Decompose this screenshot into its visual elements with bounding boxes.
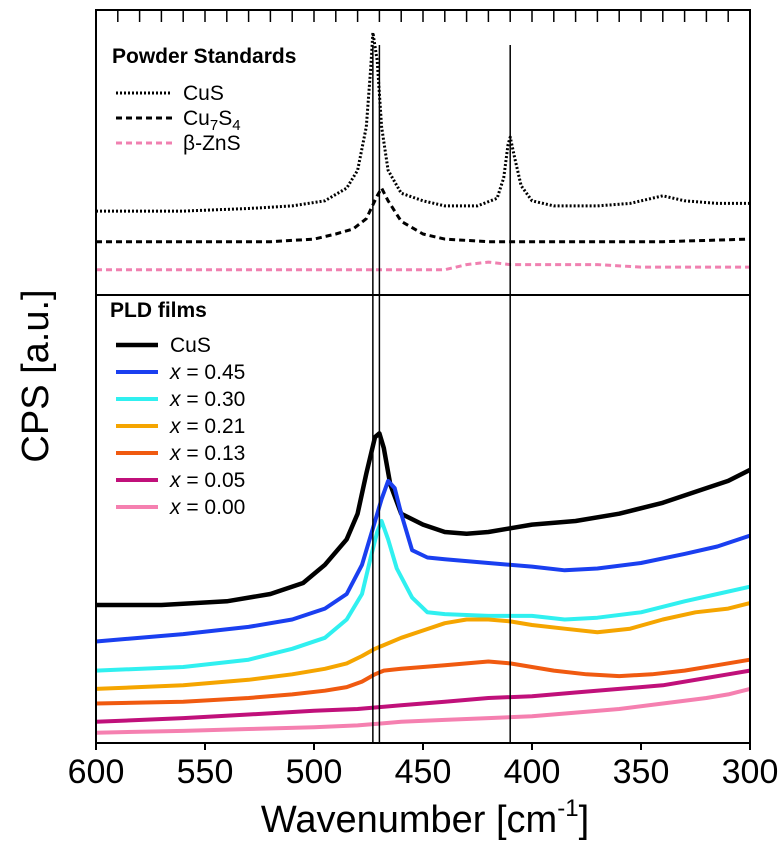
x-tick-label: 400: [504, 753, 561, 791]
series-bottom-6: [95, 686, 751, 735]
legend-label-pld-2: x = 0.30: [169, 388, 245, 411]
legend-label-pld-4: x = 0.13: [169, 442, 245, 465]
x-tick-label: 600: [68, 753, 125, 791]
x-axis-title-end: ]: [579, 799, 590, 841]
series-bottom-5: [95, 668, 751, 724]
legend-label-pld-3: x = 0.21: [169, 415, 245, 438]
y-axis-title: CPS [a.u.]: [15, 289, 57, 462]
legend-pld: CuS x = 0.45 x = 0.30 x = 0.21 x = 0.13 x = 0…: [116, 334, 245, 519]
x-axis-title: Wavenumber [cm-1]: [261, 795, 589, 841]
series-bottom-2: [95, 519, 751, 673]
x-axis-title-main: Wavenumber [cm: [261, 799, 557, 841]
x-tick-label: 350: [613, 753, 670, 791]
legend-label-pld-5: x = 0.05: [169, 469, 245, 492]
reference-lines: [372, 45, 511, 743]
x-tick-label: 300: [722, 753, 779, 791]
legend-label-powder-0: CuS: [183, 82, 224, 105]
panel-title-pld: PLD films: [110, 299, 207, 322]
legend-label-powder-2: β-ZnS: [183, 132, 241, 155]
series-top-1: [96, 186, 751, 244]
legend-label-pld-6: x = 0.00: [169, 496, 245, 519]
series-bottom-1: [95, 478, 751, 644]
x-tick-label: 500: [286, 753, 343, 791]
series-layer: [95, 31, 752, 735]
series-bottom-3: [95, 601, 751, 691]
series-top-0: [96, 31, 750, 213]
x-tick-label: 450: [395, 753, 452, 791]
legend-label-pld-0: CuS: [170, 334, 211, 357]
legend-label-powder-1: Cu7S4: [183, 107, 241, 134]
x-tick-label: 550: [177, 753, 234, 791]
x-axis-title-sup: -1: [557, 795, 578, 822]
x-tick-labels: 600 550 500 450 400 350 300: [68, 753, 779, 791]
panel-title-powder: Powder Standards: [112, 45, 296, 68]
series-top-2: [96, 260, 750, 272]
tick-marks: [95, 10, 751, 750]
series-bottom-4: [95, 657, 751, 706]
legend-label-pld-1: x = 0.45: [169, 361, 245, 384]
